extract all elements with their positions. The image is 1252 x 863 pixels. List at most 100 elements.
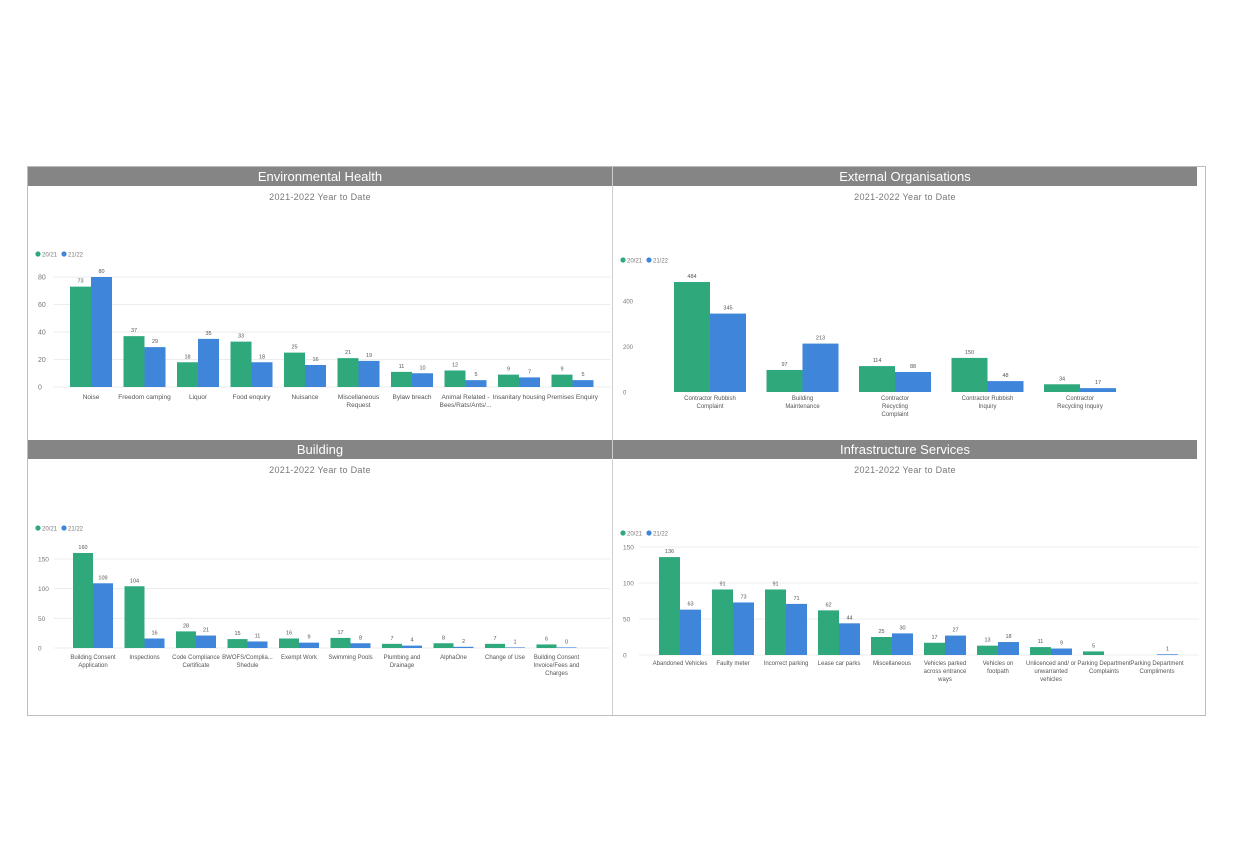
bar-series-b bbox=[786, 603, 807, 655]
panel-title: External Organisations bbox=[613, 167, 1197, 186]
legend-marker bbox=[646, 257, 652, 263]
chart-external-organisations: 20/21 21/22 0 200 400 484 345 Contractor Rubbis… bbox=[620, 257, 1116, 418]
bar-series-a bbox=[227, 639, 248, 648]
bar-series-b bbox=[198, 338, 219, 387]
legend-label: 21/22 bbox=[653, 531, 669, 537]
x-tick-label: Vehicles on footpath bbox=[983, 661, 1014, 675]
data-label: 30 bbox=[899, 625, 905, 631]
data-label: 48 bbox=[1002, 373, 1008, 379]
y-tick-label: 40 bbox=[38, 330, 46, 337]
data-label: 97 bbox=[781, 362, 787, 368]
x-tick-label: Miscellaneous bbox=[873, 661, 911, 667]
bar-series-b bbox=[93, 583, 113, 648]
panel-title: Infrastructure Services bbox=[613, 440, 1197, 459]
data-label: 345 bbox=[723, 306, 732, 312]
data-label: 7 bbox=[528, 369, 531, 375]
bar-series-a bbox=[924, 642, 945, 655]
x-tick-label: Inspections bbox=[129, 655, 159, 661]
legend-marker bbox=[35, 251, 41, 257]
data-label: 18 bbox=[1005, 634, 1011, 640]
data-label: 9 bbox=[1060, 641, 1063, 647]
x-tick-label: Contractor Rubbish Complaint bbox=[684, 396, 736, 410]
data-label: 44 bbox=[846, 615, 852, 621]
y-tick-label: 20 bbox=[38, 357, 46, 364]
bar-series-b bbox=[945, 635, 966, 655]
panel-subtitle: 2021-2022 Year to Date bbox=[269, 192, 371, 202]
data-label: 114 bbox=[873, 358, 882, 364]
data-label: 17 bbox=[1095, 380, 1101, 386]
bar-series-a bbox=[337, 358, 359, 387]
data-label: 19 bbox=[366, 353, 372, 359]
legend-label: 20/21 bbox=[627, 258, 643, 264]
bar-series-b bbox=[453, 646, 474, 648]
bar-series-b bbox=[91, 277, 112, 387]
data-label: 11 bbox=[255, 633, 261, 639]
bar-series-b bbox=[402, 645, 422, 648]
legend: 20/21 21/22 bbox=[620, 530, 669, 537]
x-tick-label: BWOFS/Complia... Shedule bbox=[222, 655, 273, 669]
data-label: 11 bbox=[1038, 639, 1044, 645]
bar-series-b bbox=[895, 372, 931, 392]
bar-series-a bbox=[177, 362, 198, 387]
x-tick-label: Building Consent Application bbox=[70, 655, 116, 669]
data-label: 35 bbox=[205, 331, 211, 337]
y-tick-label: 200 bbox=[623, 345, 634, 351]
data-label: 213 bbox=[816, 336, 825, 342]
y-tick-label: 100 bbox=[38, 586, 49, 593]
x-tick-label: Liquor bbox=[189, 394, 208, 401]
legend-marker bbox=[620, 530, 626, 536]
panel-subtitle: 2021-2022 Year to Date bbox=[269, 465, 371, 475]
legend: 20/21 21/22 bbox=[35, 525, 84, 532]
legend-label: 21/22 bbox=[653, 258, 669, 264]
x-tick-label: Change of Use bbox=[485, 655, 526, 661]
data-label: 16 bbox=[312, 357, 318, 363]
bar-series-b bbox=[144, 347, 166, 387]
y-tick-label: 50 bbox=[38, 616, 46, 623]
data-label: 5 bbox=[581, 372, 584, 378]
legend-label: 20/21 bbox=[627, 531, 643, 537]
x-tick-label: Exempt Work bbox=[281, 655, 318, 661]
panel-infrastructure-services: Infrastructure Services 2021-2022 Year t… bbox=[613, 440, 1199, 715]
panel-subtitle: 2021-2022 Year to Date bbox=[854, 192, 956, 202]
bar-series-b bbox=[196, 635, 216, 648]
panel-subtitle: 2021-2022 Year to Date bbox=[854, 465, 956, 475]
bar-series-a bbox=[551, 374, 573, 387]
bar-series-a bbox=[859, 366, 895, 392]
bar-series-a bbox=[674, 282, 710, 392]
x-tick-label: Freedom camping bbox=[118, 394, 171, 401]
data-label: 25 bbox=[291, 345, 297, 351]
bar-series-a bbox=[536, 644, 557, 648]
data-label: 73 bbox=[77, 279, 83, 285]
panel-building: Building 2021-2022 Year to Date 20/21 21/… bbox=[28, 440, 612, 715]
x-tick-label: Parking Department Complaints bbox=[1077, 661, 1131, 675]
data-label: 9 bbox=[507, 367, 510, 373]
data-label: 104 bbox=[130, 578, 139, 584]
data-label: 160 bbox=[78, 545, 87, 551]
x-tick-label: Building Maintenance bbox=[785, 396, 820, 410]
data-label: 21 bbox=[203, 628, 209, 634]
x-tick-label: Noise bbox=[83, 394, 100, 401]
legend-label: 20/21 bbox=[42, 526, 58, 532]
data-label: 4 bbox=[410, 638, 413, 644]
bar-series-a bbox=[951, 357, 988, 392]
x-tick-label: Unlicenced and/ or unwarranted vehicles bbox=[1026, 661, 1076, 683]
bar-series-a bbox=[330, 637, 351, 648]
data-label: 71 bbox=[793, 596, 799, 602]
bar-series-a bbox=[712, 589, 733, 655]
x-tick-label: Building Consent Invoice/Fees and Charges bbox=[534, 655, 580, 677]
bar-series-b bbox=[247, 641, 268, 648]
data-label: 5 bbox=[474, 372, 477, 378]
y-tick-label: 400 bbox=[623, 300, 634, 306]
bar-series-b bbox=[892, 633, 913, 655]
data-label: 150 bbox=[965, 350, 974, 356]
x-tick-label: Vehicles parked across entrance ways bbox=[924, 661, 967, 683]
x-tick-label: Animal Related -Bees/Rats/Ants/... bbox=[439, 394, 491, 409]
x-tick-label: Faulty meter bbox=[716, 661, 749, 667]
data-label: 33 bbox=[238, 334, 244, 340]
data-label: 34 bbox=[1059, 376, 1065, 382]
x-tick-label: Plumbing and Drainage bbox=[384, 655, 421, 669]
bar-series-a bbox=[871, 637, 892, 655]
data-label: 16 bbox=[286, 631, 292, 637]
y-tick-label: 50 bbox=[623, 617, 631, 624]
